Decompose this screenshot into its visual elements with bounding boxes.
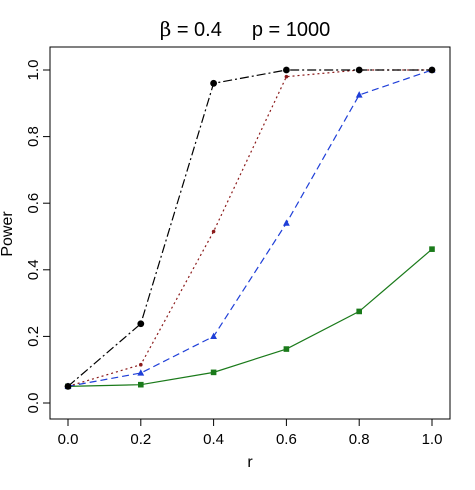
series-1-point	[356, 308, 362, 315]
x-axis-label: r	[247, 454, 253, 471]
y-tick-label: 1.0	[25, 60, 42, 81]
chart-title: β = 0.4 p = 1000	[160, 17, 331, 41]
x-axis: 0.0 0.2 0.4 0.6 0.8 1.0	[58, 418, 443, 448]
title-beta-value: = 0.4	[171, 19, 222, 41]
series-layer	[64, 66, 436, 390]
title-p-value: p = 1000	[252, 19, 330, 41]
series-4-point	[137, 320, 145, 328]
x-tick-label: 0.6	[276, 431, 297, 448]
plot-frame	[49, 46, 451, 420]
y-axis-label: Power	[0, 211, 16, 257]
series-4-point	[210, 79, 218, 87]
series-1-point	[429, 246, 435, 252]
series-2-point	[137, 369, 145, 376]
series-3-point	[139, 362, 143, 367]
series-4	[64, 66, 436, 390]
y-axis: 0.0 0.2 0.4 0.6 0.8 1.0	[25, 60, 51, 414]
series-4-point	[283, 66, 290, 74]
title-beta-symbol: β	[160, 17, 172, 41]
y-tick-label: 0.8	[25, 126, 42, 147]
x-tick-label: 1.0	[422, 431, 443, 448]
series-3-point	[284, 74, 289, 79]
series-4-point	[64, 382, 72, 390]
series-4-point	[355, 66, 363, 74]
series-2	[64, 66, 436, 389]
series-1-point	[210, 369, 217, 376]
series-2-line	[67, 69, 433, 387]
x-tick-label: 0.4	[203, 431, 224, 448]
series-2-point	[355, 91, 363, 98]
series-4-point	[428, 66, 436, 74]
series-2-point	[210, 332, 217, 339]
series-1-point	[283, 346, 290, 352]
y-tick-label: 0.6	[25, 193, 42, 214]
series-2-point	[283, 219, 290, 226]
series-1-point	[138, 381, 144, 388]
series-3-point	[211, 229, 216, 234]
series-1	[65, 246, 435, 390]
series-4-line	[67, 69, 432, 387]
y-tick-label: 0.4	[25, 259, 42, 280]
y-tick-label: 0.2	[25, 326, 42, 347]
x-tick-label: 0.2	[130, 431, 151, 448]
y-tick-label: 0.0	[25, 393, 42, 414]
x-tick-label: 0.8	[349, 431, 370, 448]
x-tick-label: 0.0	[58, 431, 79, 448]
series-1-line	[67, 248, 433, 387]
